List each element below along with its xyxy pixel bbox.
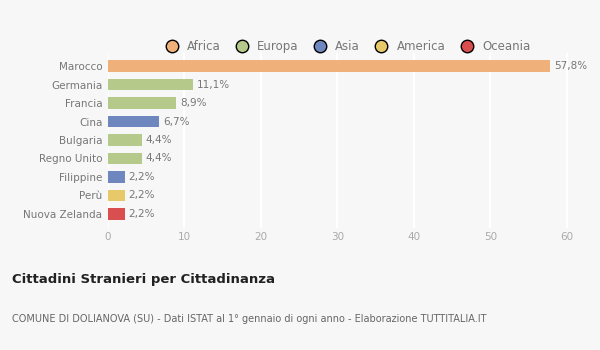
Text: 2,2%: 2,2% [128,209,155,219]
Text: 8,9%: 8,9% [180,98,206,108]
Bar [108,79,193,90]
Text: 2,2%: 2,2% [128,172,155,182]
Bar [108,153,142,164]
Bar [108,190,125,201]
Text: 11,1%: 11,1% [197,79,230,90]
Text: 2,2%: 2,2% [128,190,155,201]
Bar [108,209,125,219]
Bar [108,134,142,146]
Text: 4,4%: 4,4% [145,135,172,145]
Text: COMUNE DI DOLIANOVA (SU) - Dati ISTAT al 1° gennaio di ogni anno - Elaborazione : COMUNE DI DOLIANOVA (SU) - Dati ISTAT al… [12,314,487,324]
Bar [108,116,159,127]
Bar [108,172,125,183]
Text: 6,7%: 6,7% [163,117,190,126]
Bar [108,97,176,108]
Text: 4,4%: 4,4% [145,154,172,163]
Bar [108,61,550,71]
Text: 57,8%: 57,8% [554,61,587,71]
Text: Cittadini Stranieri per Cittadinanza: Cittadini Stranieri per Cittadinanza [12,273,275,287]
Legend: Africa, Europa, Asia, America, Oceania: Africa, Europa, Asia, America, Oceania [155,36,535,58]
